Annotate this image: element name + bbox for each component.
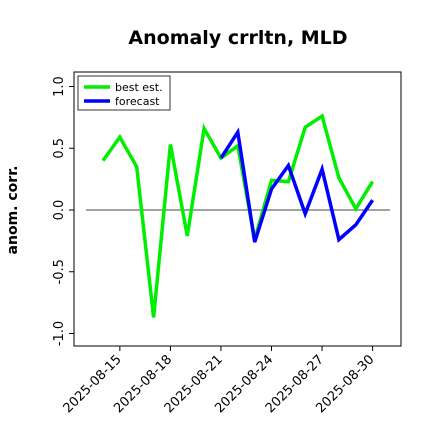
chart-title: Anomaly crrltn, MLD (128, 27, 347, 49)
y-tick-label: 0.5 (52, 138, 67, 159)
y-axis-label: anom. corr. (5, 166, 21, 255)
y-axis: -1.0 -0.5 0.0 0.5 1.0 (52, 76, 74, 346)
y-tick-label: 1.0 (52, 76, 67, 97)
y-tick-label: 0.0 (52, 200, 67, 221)
plot-area (73, 71, 402, 347)
series-line-best-est (101, 113, 375, 318)
legend-box (77, 75, 171, 111)
y-tick-label: -0.5 (52, 259, 67, 284)
series-group (101, 113, 375, 318)
legend-label-forecast: forecast (115, 95, 160, 108)
y-tick-label: -1.0 (52, 321, 67, 346)
x-axis: 2025-08-152025-08-182025-08-212025-08-24… (61, 346, 377, 416)
legend: best est. forecast (77, 75, 171, 111)
series-line-forecast (219, 127, 375, 243)
legend-label-best-est: best est. (115, 81, 163, 94)
